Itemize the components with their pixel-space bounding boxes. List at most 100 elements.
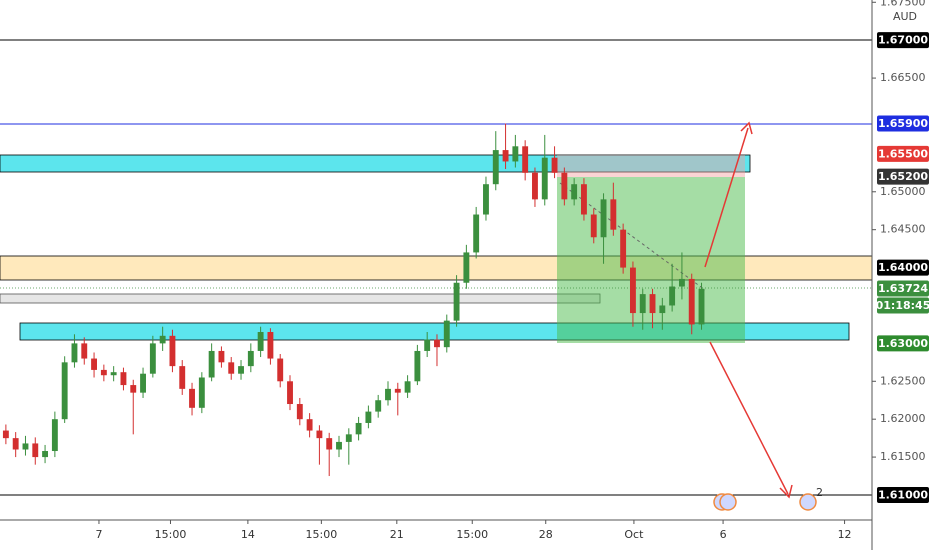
drawings [0, 39, 873, 499]
candle-body [2, 430, 9, 439]
x-tick-label: 14 [241, 528, 255, 541]
candle-body [189, 388, 195, 408]
stop-zone [557, 155, 745, 177]
candle-body [22, 443, 29, 450]
price-label-box [877, 259, 929, 276]
zone [0, 154, 751, 173]
candle-body [394, 388, 401, 393]
arrow-head [779, 484, 793, 499]
candle-body [32, 443, 39, 458]
candle-body [434, 339, 440, 348]
x-tick-label: 6 [720, 528, 727, 541]
x-tick-label: 7 [95, 528, 102, 541]
candle-body [463, 252, 470, 283]
candle-body [571, 184, 578, 200]
candle-body [355, 422, 362, 435]
candle-body [610, 199, 617, 230]
candle-body [71, 343, 78, 363]
candle-body [698, 288, 705, 325]
candle-body [296, 404, 303, 420]
candle-body [659, 305, 666, 314]
candle-body [483, 184, 489, 215]
event-badge: 2 [816, 486, 823, 499]
candle-body [91, 358, 97, 370]
arrow [709, 341, 789, 495]
candle-body [336, 441, 342, 450]
candle-body [600, 199, 607, 238]
candle-body [522, 146, 529, 173]
candle-body [453, 282, 460, 321]
y-tick-label: 1.62000 [880, 412, 926, 425]
zone [0, 293, 601, 304]
x-tick-label: 15:00 [456, 528, 488, 541]
candle-body [639, 294, 646, 314]
candle-body [247, 350, 254, 367]
price-label: 1.67000 [878, 34, 928, 47]
candle-body [208, 350, 215, 378]
candle-body [267, 332, 274, 359]
countdown: 01:18:45 [876, 299, 931, 312]
price-label-box [877, 335, 929, 352]
candle-body [688, 278, 695, 325]
candle-body [492, 150, 499, 185]
countdown-box [877, 297, 929, 314]
price-label: 1.63724 [878, 282, 928, 295]
candle-body [473, 214, 480, 253]
x-tick-label: Oct [624, 528, 644, 541]
price-label: 1.64000 [878, 261, 928, 274]
event-icon[interactable] [799, 493, 817, 511]
currency: AUD [893, 10, 917, 23]
candle-body [169, 335, 176, 367]
candle-body [61, 362, 68, 420]
y-tick-label: 1.65000 [880, 185, 926, 198]
y-tick-label: 1.64500 [880, 223, 926, 236]
candle-body [345, 434, 352, 442]
price-label: 1.65500 [878, 147, 928, 160]
candle-body [218, 350, 225, 363]
x-tick-label: 15:00 [306, 528, 338, 541]
x-tick-label: 12 [838, 528, 852, 541]
candle-body [512, 146, 519, 162]
price-label-box [877, 145, 929, 162]
price-label-box [877, 115, 929, 132]
axes: 1.67500 1.66500 1.65000 1.64500 1.62500 1.620… [95, 0, 930, 541]
candle-body [316, 430, 323, 439]
price-label: 1.65200 [878, 170, 928, 183]
candle-body [159, 335, 166, 344]
candle-body [404, 381, 411, 393]
candle-body [551, 157, 558, 173]
price-label-box [877, 168, 929, 185]
candle-body [306, 419, 313, 431]
candle-body [42, 451, 49, 458]
price-label: 1.61000 [878, 488, 928, 501]
y-tick-label: 1.66500 [880, 71, 926, 84]
events: 2 [713, 486, 823, 511]
x-tick-label: 28 [539, 528, 553, 541]
candle-body [130, 385, 137, 393]
candles [2, 123, 705, 477]
candle-body [179, 366, 186, 389]
candle-body [581, 184, 587, 215]
candle-body [149, 343, 156, 374]
candle-body [12, 438, 19, 450]
candle-body [140, 373, 146, 393]
candle-body [365, 411, 372, 423]
candle-body [120, 372, 127, 386]
candle-body [385, 388, 391, 401]
candle-body [287, 381, 293, 405]
candle-body [541, 157, 548, 200]
candle-body [502, 150, 509, 162]
candle-body [100, 369, 107, 376]
y-tick-label: 1.67500 [880, 0, 926, 8]
price-label-box [877, 32, 929, 49]
target-zone [557, 177, 745, 343]
candle-body [669, 286, 676, 306]
candle-body [649, 294, 656, 314]
candle-body [629, 267, 636, 314]
y-tick-label: 1.61500 [880, 450, 926, 463]
event-icon[interactable] [719, 493, 737, 511]
candle-body [277, 358, 284, 382]
candle-body [110, 372, 117, 376]
candle-body [257, 332, 264, 351]
